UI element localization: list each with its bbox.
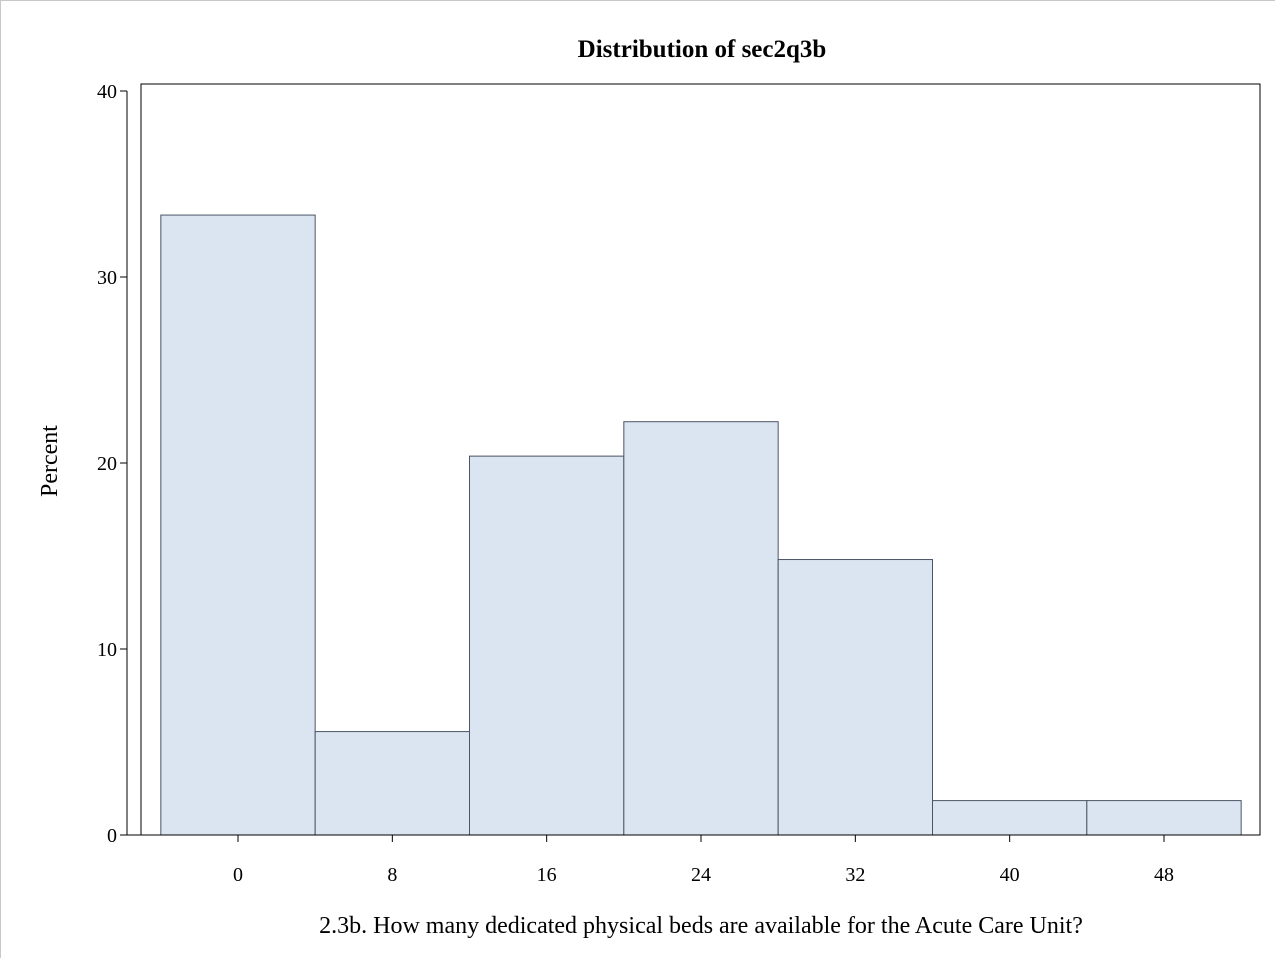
y-tick-label: 40	[97, 81, 117, 103]
histogram-bar-0	[160, 214, 316, 836]
chart-title: Distribution of sec2q3b	[578, 36, 827, 63]
y-axis: 0 10 20 30 40	[97, 81, 128, 847]
x-tick-label: 48	[1154, 864, 1174, 886]
y-tick-label: 30	[97, 267, 117, 289]
y-tick-label: 20	[97, 453, 117, 475]
x-axis-label: 2.3b. How many dedicated physical beds a…	[319, 913, 1083, 939]
histogram-bar-5	[932, 800, 1088, 836]
x-tick-label: 8	[387, 864, 397, 886]
x-tick-label: 40	[1000, 864, 1020, 886]
y-axis-label: Percent	[37, 425, 63, 497]
histogram-bar-4	[777, 559, 933, 836]
x-tick-label: 24	[691, 864, 711, 886]
y-tick-label: 0	[107, 825, 117, 847]
x-tick-label: 16	[537, 864, 557, 886]
histogram-bar-2	[469, 455, 625, 836]
y-tick-label: 10	[97, 639, 117, 661]
bars-layer	[160, 214, 1242, 836]
histogram-bar-1	[314, 731, 471, 836]
histogram-bar-6	[1086, 800, 1242, 836]
histogram-bar-3	[623, 421, 779, 836]
x-tick-label: 0	[233, 864, 243, 886]
x-tick-label: 32	[845, 864, 865, 886]
x-axis: 0 8 16 24 32 40 48	[127, 834, 1260, 886]
